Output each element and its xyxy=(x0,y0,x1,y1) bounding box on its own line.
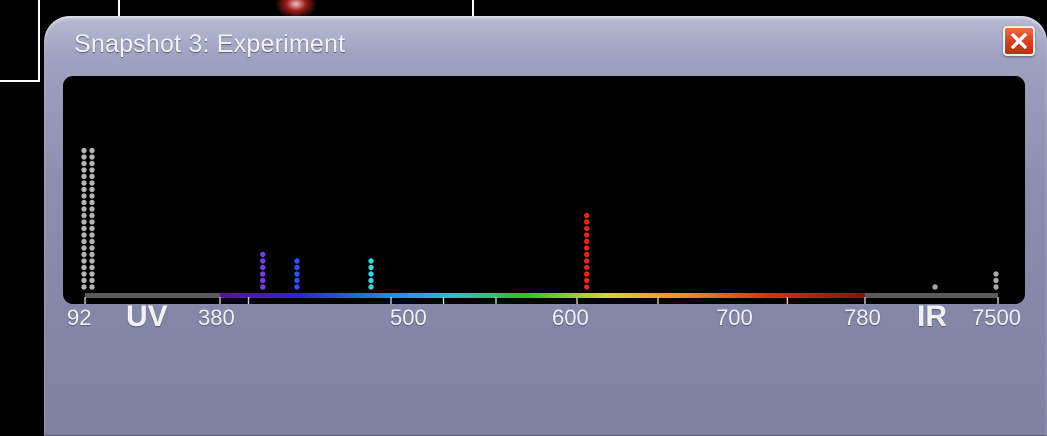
spectral-line-dot xyxy=(89,167,95,173)
tick-label-7500: 7500 xyxy=(972,305,1021,330)
spectrum-chart xyxy=(81,147,999,304)
spectral-line-dot xyxy=(584,277,590,284)
spectral-line-dot xyxy=(584,245,590,251)
uv-axis-band xyxy=(85,293,220,298)
spectral-line-dot xyxy=(89,173,95,180)
spectral-line-dot xyxy=(89,212,95,219)
spectral-line-dot xyxy=(584,212,590,219)
spectral-line-dot xyxy=(260,277,266,284)
spectral-line-dot xyxy=(584,238,590,245)
spectral-line-dot xyxy=(81,167,87,173)
spectral-line-dot xyxy=(89,258,95,264)
spectral-line-dot xyxy=(368,258,374,264)
ir-axis-band xyxy=(865,293,998,298)
spectral-line-dot xyxy=(294,277,300,284)
spectral-line-dot xyxy=(81,245,87,251)
spectral-line-dot xyxy=(89,147,95,154)
spectral-line-dot xyxy=(81,212,87,219)
spectral-line-dot xyxy=(89,277,95,284)
spectral-line-dot xyxy=(81,147,87,154)
spectral-line-dot xyxy=(584,271,590,277)
spectral-line-dot xyxy=(89,245,95,251)
spectral-line-dot xyxy=(584,258,590,264)
spectral-line-dot xyxy=(89,264,95,271)
spectral-line-dot xyxy=(81,258,87,264)
tick-label-700: 700 xyxy=(716,305,753,330)
spectral-line-dot xyxy=(294,284,300,290)
spectral-line-dot xyxy=(368,277,374,284)
spectral-line-dot xyxy=(89,180,95,186)
spectral-line-dot xyxy=(89,238,95,245)
background-panel-left xyxy=(0,0,40,82)
spectral-line-dot xyxy=(81,232,87,238)
spectral-line-dot xyxy=(368,264,374,271)
spectral-line-dot xyxy=(81,199,87,206)
spectral-line-dot xyxy=(89,232,95,238)
spectral-line-dot xyxy=(81,160,87,167)
spectral-line-dot xyxy=(932,284,938,290)
spectral-line-dot xyxy=(89,219,95,225)
spectral-line-dot xyxy=(584,219,590,225)
spectral-line-dot xyxy=(584,264,590,271)
close-button[interactable] xyxy=(1003,26,1035,56)
spectral-line-dot xyxy=(89,284,95,290)
spectral-line-dot xyxy=(81,271,87,277)
spectral-line-dot xyxy=(584,232,590,238)
spectral-line-dot xyxy=(294,258,300,264)
light-source-glow xyxy=(276,0,316,18)
visible-spectrum-band xyxy=(220,293,865,298)
ir-region-label: IR xyxy=(917,300,947,333)
spectral-line-dot xyxy=(89,186,95,193)
spectral-line-dot xyxy=(81,180,87,186)
spectral-line-dot xyxy=(81,206,87,212)
tick-label-92: 92 xyxy=(67,305,92,330)
spectral-line-dot xyxy=(294,271,300,277)
uv-region-label: UV xyxy=(126,300,168,333)
spectral-line-dot xyxy=(81,219,87,225)
spectrum-plot xyxy=(63,76,1025,304)
spectral-line-dot xyxy=(81,277,87,284)
spectral-line-dot xyxy=(260,251,266,258)
spectral-line-dot xyxy=(584,225,590,232)
spectral-line-dot xyxy=(89,225,95,232)
spectral-line-dot xyxy=(584,251,590,258)
spectral-line-dot xyxy=(368,271,374,277)
spectral-line-dot xyxy=(81,251,87,258)
spectral-line-dot xyxy=(89,160,95,167)
spectral-line-dot xyxy=(89,251,95,258)
spectral-line-dot xyxy=(89,206,95,212)
spectral-line-dot xyxy=(89,154,95,160)
spectral-line-dot xyxy=(81,173,87,180)
spectral-line-dot xyxy=(81,225,87,232)
tick-label-380: 380 xyxy=(198,305,235,330)
spectral-line-dot xyxy=(81,154,87,160)
spectral-line-dot xyxy=(81,264,87,271)
dialog-title: Snapshot 3: Experiment xyxy=(74,30,346,58)
tick-label-500: 500 xyxy=(390,305,427,330)
spectral-line-dot xyxy=(89,199,95,206)
tick-label-780: 780 xyxy=(844,305,881,330)
snapshot-dialog: Snapshot 3: Experiment xyxy=(44,16,1047,436)
spectral-line-dot xyxy=(993,271,999,277)
spectral-line-dot xyxy=(260,284,266,290)
spectral-line-dot xyxy=(260,264,266,271)
spectral-line-dot xyxy=(368,284,374,290)
spectral-line-dot xyxy=(81,238,87,245)
spectral-line-dot xyxy=(260,258,266,264)
tick-label-600: 600 xyxy=(552,305,589,330)
spectral-line-dot xyxy=(89,271,95,277)
spectral-line-dot xyxy=(81,193,87,199)
spectral-line-dot xyxy=(584,284,590,290)
spectral-line-dot xyxy=(260,271,266,277)
spectral-line-dot xyxy=(993,277,999,284)
close-icon xyxy=(1011,33,1027,49)
spectral-line-dot xyxy=(81,186,87,193)
spectral-line-dot xyxy=(81,284,87,290)
spectral-line-dot xyxy=(993,284,999,290)
spectral-line-dot xyxy=(89,193,95,199)
spectral-line-dot xyxy=(294,264,300,271)
